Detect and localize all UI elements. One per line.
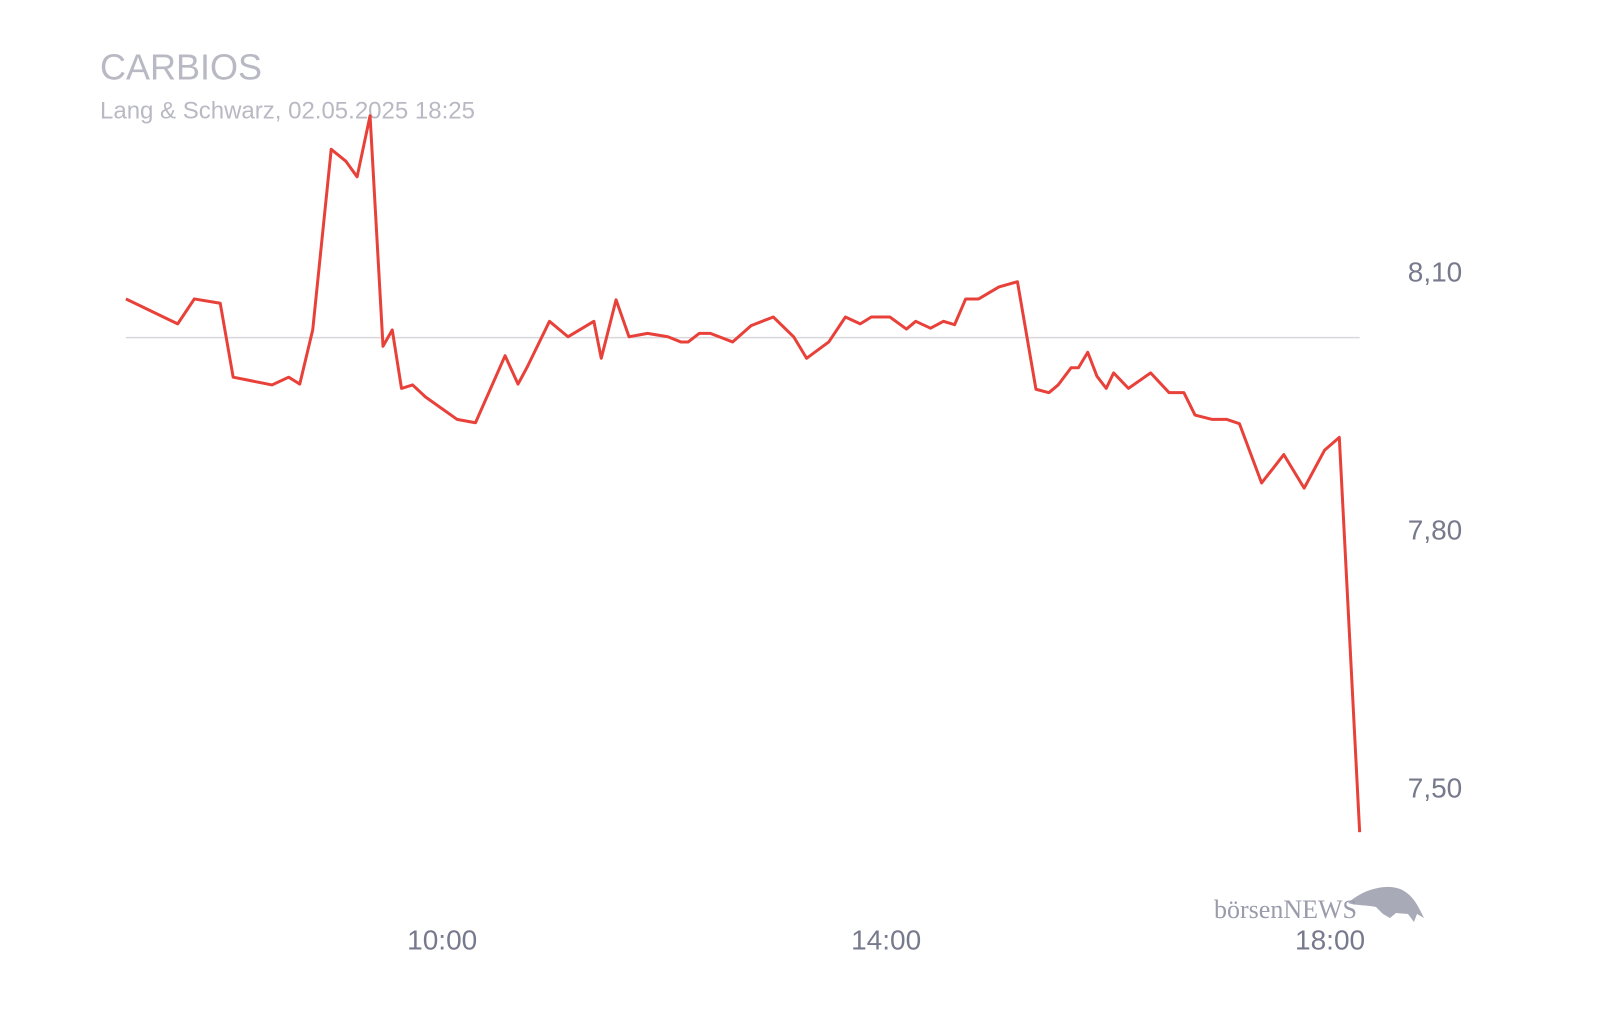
price-line <box>125 114 1362 833</box>
y-tick-label: 7,80 <box>1408 514 1463 545</box>
x-tick-label: 14:00 <box>851 924 921 955</box>
chart-subtitle: Lang & Schwarz, 02.05.2025 18:25 <box>100 97 475 124</box>
y-tick-label: 7,50 <box>1408 772 1463 803</box>
x-tick-label: 10:00 <box>407 924 477 955</box>
logo-bull <box>1348 886 1424 922</box>
y-tick-label: 8,10 <box>1408 256 1463 287</box>
x-tick-label: 18:00 <box>1295 924 1365 955</box>
chart-title: CARBIOS <box>100 47 262 88</box>
logo: börsenNEWS <box>1214 886 1424 924</box>
logo-text: börsenNEWS <box>1214 895 1357 924</box>
